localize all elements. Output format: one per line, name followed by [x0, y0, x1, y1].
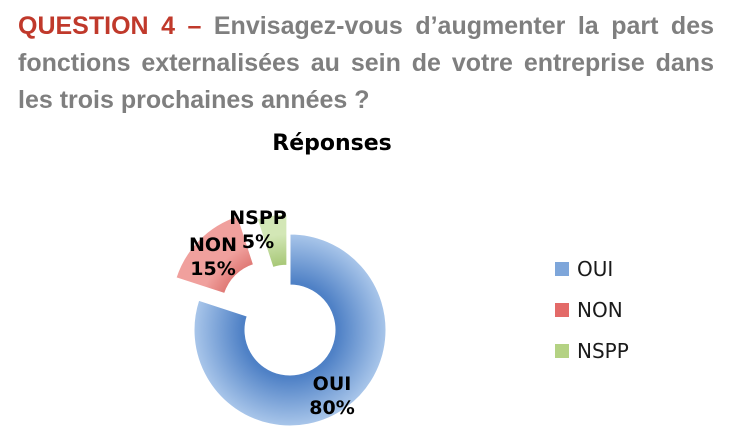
- question-text: QUESTION 4 – Envisagez-vous d’augmenter …: [18, 8, 714, 119]
- question-number: QUESTION 4 –: [18, 12, 202, 40]
- legend-label-nspp: NSPP: [577, 339, 629, 363]
- legend-label-oui: OUI: [577, 257, 614, 281]
- slice-oui: [193, 233, 387, 427]
- question-body: Envisagez-vous d’augmenter la part des f…: [18, 12, 714, 114]
- legend-swatch-oui: [555, 262, 569, 276]
- data-label-value-oui: 80%: [309, 397, 354, 419]
- slice-non: [175, 215, 255, 295]
- chart-title: Réponses: [272, 131, 392, 156]
- data-label-name-non: NON: [189, 234, 237, 256]
- legend-swatch-nspp: [555, 344, 569, 358]
- chart-legend: OUI NON NSPP: [555, 257, 695, 381]
- legend-item-nspp: NSPP: [555, 339, 695, 363]
- slice-nspp: [256, 213, 288, 269]
- legend-item-oui: OUI: [555, 257, 695, 281]
- legend-label-non: NON: [577, 298, 623, 322]
- data-label-value-nspp: 5%: [242, 231, 274, 253]
- data-label-value-non: 15%: [190, 258, 235, 280]
- data-label-name-nspp: NSPP: [229, 207, 287, 229]
- legend-swatch-non: [555, 303, 569, 317]
- legend-item-non: NON: [555, 298, 695, 322]
- data-label-name-oui: OUI: [313, 373, 352, 395]
